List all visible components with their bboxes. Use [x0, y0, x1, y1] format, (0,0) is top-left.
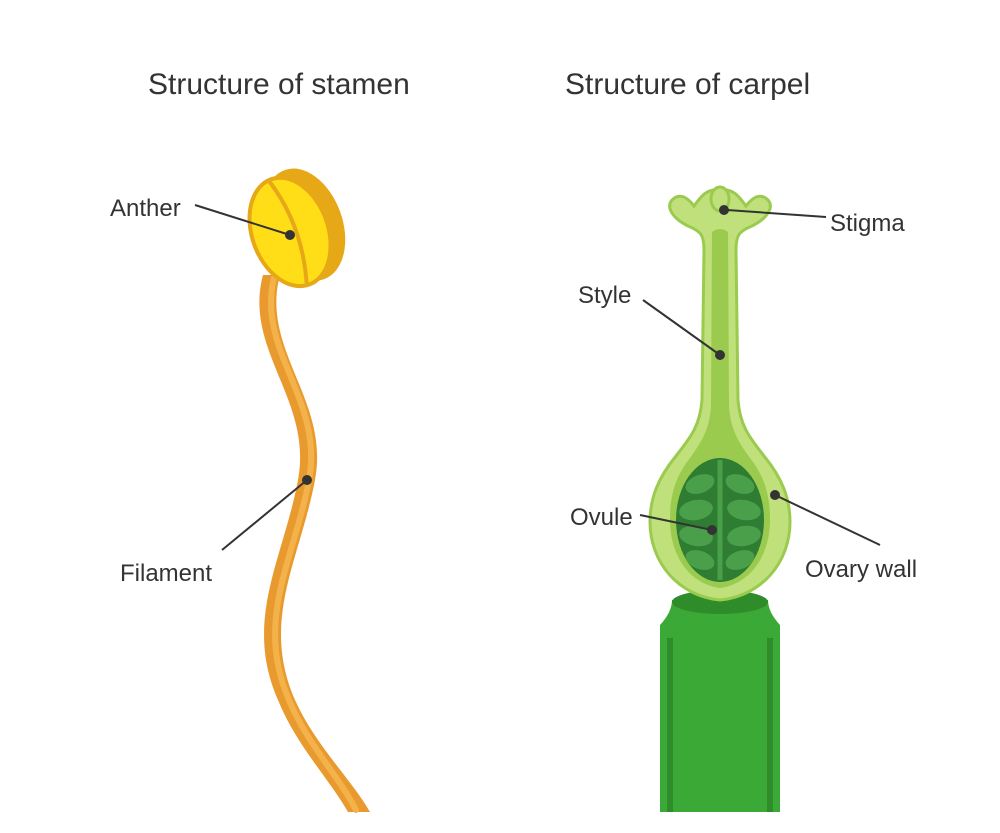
- dot-style: [715, 350, 725, 360]
- label-anther: Anther: [110, 195, 181, 223]
- label-stigma: Stigma: [830, 210, 905, 238]
- label-filament: Filament: [120, 560, 212, 588]
- dot-stigma: [719, 205, 729, 215]
- label-ovary-wall: Ovary wall: [805, 556, 917, 584]
- stem-shape: [660, 590, 780, 812]
- dot-ovary-wall: [770, 490, 780, 500]
- label-style: Style: [578, 282, 631, 310]
- carpel-group: [640, 187, 880, 812]
- filament-shape: [259, 275, 370, 812]
- dot-ovule: [707, 525, 717, 535]
- dot-anther: [285, 230, 295, 240]
- diagram-canvas: [0, 0, 1000, 833]
- dot-filament: [302, 475, 312, 485]
- anther-shape: [234, 157, 360, 297]
- carpel-title: Structure of carpel: [565, 68, 810, 102]
- label-ovule: Ovule: [570, 504, 633, 532]
- stamen-title: Structure of stamen: [148, 68, 410, 102]
- stamen-group: [195, 157, 370, 812]
